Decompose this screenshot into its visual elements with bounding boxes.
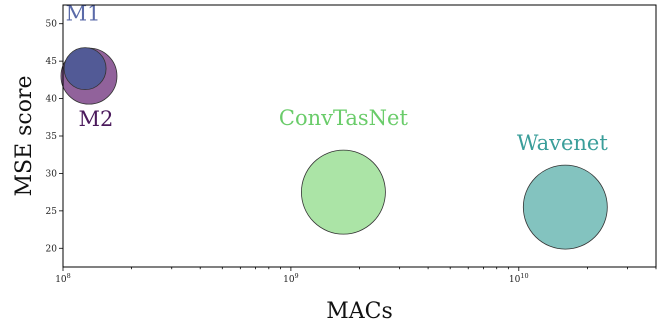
y-tick-label: 50 [46, 20, 58, 30]
x-tick-label-base: 10 [283, 275, 295, 285]
x-tick-label-base: 10 [509, 275, 521, 285]
y-tick-label: 40 [46, 95, 58, 105]
x-tick-label: 108 [55, 272, 71, 285]
bubbles-layer [60, 47, 608, 250]
x-tick-label-exponent: 8 [67, 272, 71, 280]
bubble-wavenet [522, 164, 608, 250]
bubble-label-m2: M2 [79, 107, 114, 131]
x-tick-label: 109 [283, 272, 299, 285]
y-axis-ticks: 20 25 30 35 40 45 50 [46, 20, 63, 254]
y-tick-label: 25 [46, 207, 58, 217]
x-axis-ticks: 108 109 1010 [55, 267, 657, 285]
x-tick-label: 1010 [509, 272, 529, 285]
y-axis-title: MSE score [12, 75, 37, 196]
y-tick-label: 30 [46, 169, 58, 179]
x-axis-title: MACs [326, 299, 393, 324]
bubble-label-m1: M1 [66, 2, 101, 26]
x-tick-label-exponent: 10 [520, 272, 528, 280]
bubble-m1 [63, 47, 107, 91]
y-tick-label: 35 [46, 132, 58, 142]
bubble-convtasnet [301, 149, 386, 235]
y-tick-label: 45 [46, 57, 58, 67]
y-tick-label: 20 [46, 244, 58, 254]
x-tick-label-exponent: 9 [295, 272, 299, 280]
bubble-labels-layer: M2 M1 ConvTasNet Wavenet [66, 2, 609, 155]
bubble-label-wavenet: Wavenet [517, 131, 609, 155]
x-tick-label-base: 10 [55, 275, 67, 285]
bubble-label-convtasnet: ConvTasNet [279, 106, 409, 130]
